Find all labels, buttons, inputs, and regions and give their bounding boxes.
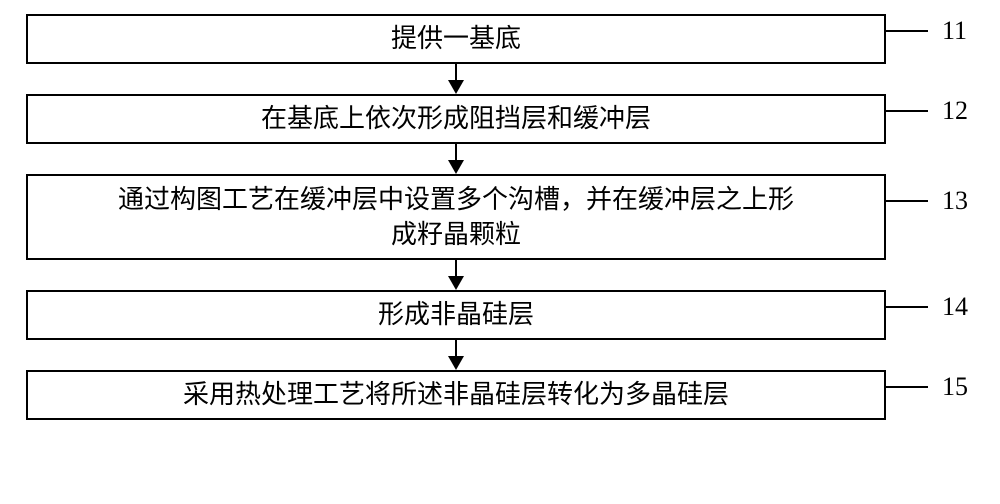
label-12: 12: [942, 96, 968, 126]
step-box-13: 通过构图工艺在缓冲层中设置多个沟槽，并在缓冲层之上形 成籽晶颗粒: [26, 174, 886, 260]
arrow-2-line: [455, 144, 457, 160]
step-box-11: 提供一基底: [26, 14, 886, 64]
label-15: 15: [942, 372, 968, 402]
leader-14: [886, 306, 928, 308]
step-text-11: 提供一基底: [391, 21, 521, 56]
step-text-13: 通过构图工艺在缓冲层中设置多个沟槽，并在缓冲层之上形 成籽晶颗粒: [118, 182, 794, 252]
arrow-3-head: [448, 276, 464, 290]
step-box-12: 在基底上依次形成阻挡层和缓冲层: [26, 94, 886, 144]
flowchart-canvas: { "diagram": { "type": "flowchart", "bac…: [0, 0, 1000, 504]
step-box-14: 形成非晶硅层: [26, 290, 886, 340]
arrow-3-line: [455, 260, 457, 276]
arrow-1-head: [448, 80, 464, 94]
step-text-14: 形成非晶硅层: [378, 297, 534, 332]
arrow-2-head: [448, 160, 464, 174]
leader-12: [886, 110, 928, 112]
label-13: 13: [942, 186, 968, 216]
leader-13: [886, 200, 928, 202]
label-14: 14: [942, 292, 968, 322]
step-text-12: 在基底上依次形成阻挡层和缓冲层: [261, 101, 651, 136]
leader-15: [886, 386, 928, 388]
leader-11: [886, 30, 928, 32]
step-box-15: 采用热处理工艺将所述非晶硅层转化为多晶硅层: [26, 370, 886, 420]
arrow-4-head: [448, 356, 464, 370]
label-11: 11: [942, 16, 967, 46]
step-text-15: 采用热处理工艺将所述非晶硅层转化为多晶硅层: [183, 377, 729, 412]
arrow-4-line: [455, 340, 457, 356]
arrow-1-line: [455, 64, 457, 80]
